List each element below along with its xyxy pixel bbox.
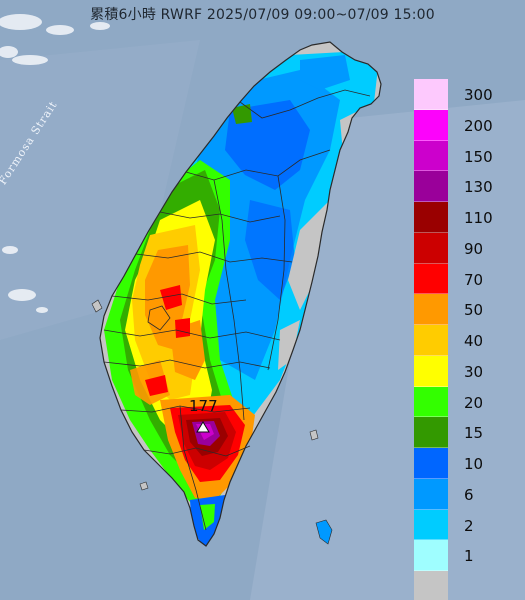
legend-swatch xyxy=(414,509,448,541)
legend-swatch xyxy=(414,355,448,387)
legend-label: 90 xyxy=(464,239,484,258)
legend-label: 70 xyxy=(464,270,484,289)
legend-label: 50 xyxy=(464,301,484,320)
legend-label: 10 xyxy=(464,455,484,473)
legend-label: 20 xyxy=(464,393,484,412)
legend-row: 110 xyxy=(412,202,522,233)
legend-swatch xyxy=(414,232,448,264)
sea-shade-west xyxy=(0,40,200,340)
legend-row: 1 xyxy=(412,540,522,571)
legend-label: 110 xyxy=(464,209,493,227)
legend-swatch xyxy=(414,571,448,600)
legend-swatch xyxy=(414,109,448,141)
legend-label: 30 xyxy=(464,362,484,381)
legend-row: 150 xyxy=(412,140,522,172)
legend-row: 70 xyxy=(412,263,522,295)
legend-label: 15 xyxy=(464,424,484,443)
legend-swatch xyxy=(414,79,448,110)
legend-row xyxy=(412,571,522,600)
legend-row: 2 xyxy=(412,509,522,541)
triangle-marker-icon xyxy=(196,421,210,433)
legend-swatch xyxy=(414,171,448,202)
county-boundaries xyxy=(103,89,371,531)
legend-row: 6 xyxy=(412,478,522,510)
legend-swatch xyxy=(414,202,448,233)
small-islands xyxy=(91,299,333,545)
legend-label: 150 xyxy=(464,147,493,166)
legend-row: 130 xyxy=(412,171,522,202)
legend-swatch xyxy=(414,325,448,356)
legend-label: 40 xyxy=(464,332,484,350)
legend-label: 200 xyxy=(464,116,493,135)
legend-row: 200 xyxy=(412,109,522,141)
legend-swatch xyxy=(414,540,448,571)
legend-label: 1 xyxy=(464,547,474,566)
legend-row: 10 xyxy=(412,448,522,479)
cloud-patches xyxy=(0,14,110,313)
legend-label: 6 xyxy=(464,485,474,504)
map-title: 累積6小時 RWRF 2025/07/09 09:00~07/09 15:00 xyxy=(90,7,435,23)
legend-swatch xyxy=(414,448,448,479)
legend-row: 15 xyxy=(412,417,522,448)
legend-row: 300 xyxy=(412,79,522,110)
legend-swatch xyxy=(414,140,448,172)
max-rainfall-label: 177 xyxy=(189,397,218,415)
legend-swatch xyxy=(414,263,448,295)
legend-label: 300 xyxy=(464,86,493,104)
legend-label: 2 xyxy=(464,516,474,535)
legend-row: 20 xyxy=(412,386,522,418)
legend-swatch xyxy=(414,417,448,448)
legend-swatch xyxy=(414,294,448,325)
legend-swatch xyxy=(414,386,448,418)
legend-row: 50 xyxy=(412,294,522,325)
legend-label: 130 xyxy=(464,178,493,197)
legend-row: 90 xyxy=(412,232,522,264)
legend-row: 30 xyxy=(412,355,522,387)
rainfall-legend: 300 200 150 130 110 90 70 50 40 30 20 15 10 6 2 1 xyxy=(412,79,522,600)
legend-row: 40 xyxy=(412,325,522,356)
legend-swatch xyxy=(414,478,448,510)
